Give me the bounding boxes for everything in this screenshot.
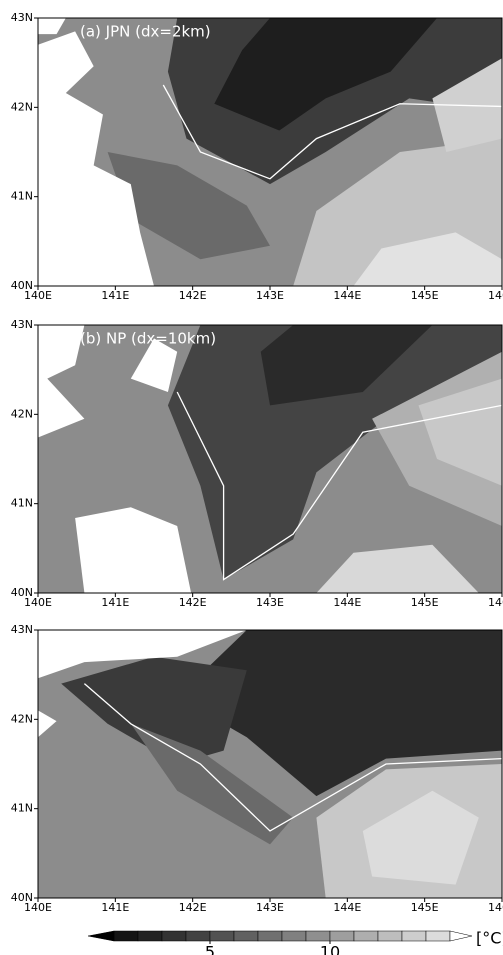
y-tick-label: 41N xyxy=(11,190,33,203)
y-tick-label: 41N xyxy=(11,802,33,815)
colorbar-segment xyxy=(426,931,450,941)
y-tick-label: 42N xyxy=(11,407,33,420)
map-panel xyxy=(38,630,502,898)
map-panel xyxy=(38,325,502,593)
colorbar-segment xyxy=(282,931,306,941)
colorbar-segment xyxy=(306,931,330,941)
panel-title: (c) Satellite xyxy=(80,635,166,653)
x-tick-label: 142E xyxy=(179,289,207,302)
x-tick-label: 144E xyxy=(333,596,361,609)
colorbar-low-triangle xyxy=(88,931,114,941)
y-tick-label: 40N xyxy=(11,586,33,599)
colorbar-segment xyxy=(330,931,354,941)
x-tick-label: 142E xyxy=(179,596,207,609)
y-tick-label: 42N xyxy=(11,712,33,725)
colorbar-segment xyxy=(186,931,210,941)
x-tick-label: 141E xyxy=(101,901,129,914)
colorbar-segment xyxy=(162,931,186,941)
colorbar-segment xyxy=(354,931,378,941)
x-tick-label: 142E xyxy=(179,901,207,914)
y-tick-label: 43N xyxy=(11,623,33,636)
colorbar-segment xyxy=(114,931,138,941)
y-tick-label: 43N xyxy=(11,318,33,331)
x-tick-label: 143E xyxy=(256,289,284,302)
x-tick-label: 143E xyxy=(256,596,284,609)
panel-title: (b) NP (dx=10km) xyxy=(80,330,216,348)
colorbar-segment xyxy=(402,931,426,941)
x-tick-label: 145E xyxy=(411,289,439,302)
colorbar-unit: [°C] xyxy=(476,929,503,948)
x-tick-label: 144E xyxy=(333,901,361,914)
colorbar-segment xyxy=(378,931,402,941)
x-tick-label: 145E xyxy=(411,596,439,609)
colorbar-segment xyxy=(138,931,162,941)
panel-title: (a) JPN (dx=2km) xyxy=(80,23,211,41)
x-tick-label: 141E xyxy=(101,596,129,609)
y-tick-label: 40N xyxy=(11,891,33,904)
x-tick-label: 146E xyxy=(488,289,503,302)
colorbar-segment xyxy=(234,931,258,941)
x-tick-label: 144E xyxy=(333,289,361,302)
figure: (a) JPN (dx=2km)140E141E142E143E144E145E… xyxy=(0,0,503,955)
x-tick-label: 146E xyxy=(488,901,503,914)
x-tick-label: 146E xyxy=(488,596,503,609)
colorbar-tick-label: 10 xyxy=(320,943,340,955)
colorbar-segment xyxy=(210,931,234,941)
x-tick-label: 143E xyxy=(256,901,284,914)
colorbar-tick-label: 5 xyxy=(205,943,215,955)
colorbar-segment xyxy=(258,931,282,941)
y-tick-label: 42N xyxy=(11,100,33,113)
y-tick-label: 43N xyxy=(11,11,33,24)
x-tick-label: 141E xyxy=(101,289,129,302)
y-tick-label: 40N xyxy=(11,279,33,292)
map-panel xyxy=(38,18,502,286)
colorbar-high-triangle xyxy=(450,931,472,941)
x-tick-label: 145E xyxy=(411,901,439,914)
y-tick-label: 41N xyxy=(11,497,33,510)
